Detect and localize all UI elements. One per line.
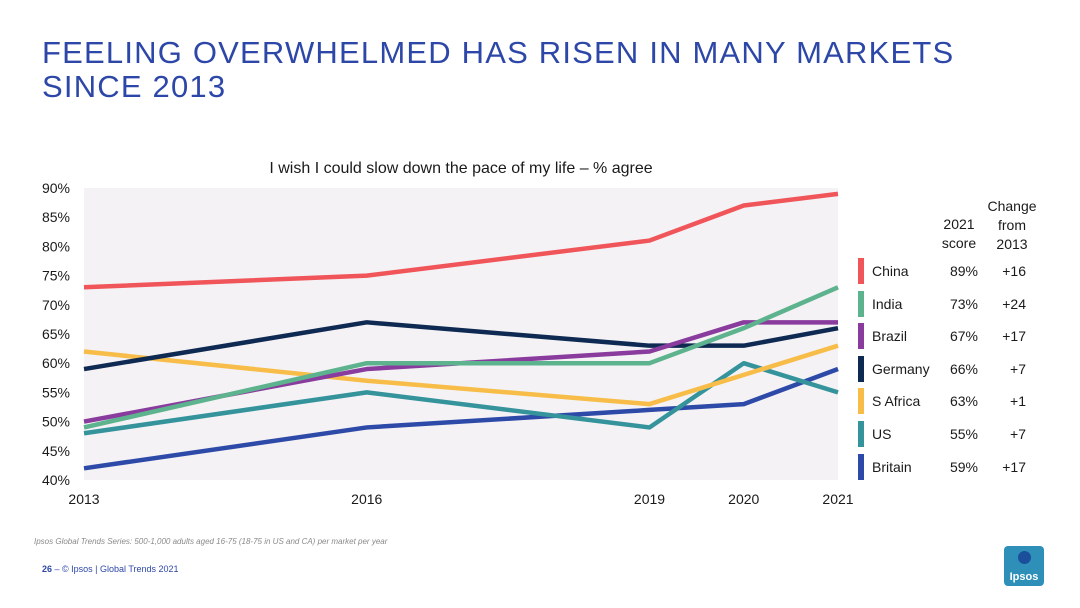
legend-swatch [858,258,864,284]
legend-row-india: India 73% +24 [856,290,1056,317]
legend-country: India [872,295,903,312]
legend-change: +7 [1010,426,1026,442]
footer-text: © Ipsos | Global Trends 2021 [62,564,179,574]
ipsos-logo: Ipsos [1004,546,1044,586]
legend-score: 67% [949,328,978,345]
y-tick-label: 70% [42,297,70,313]
page-number: 26 [42,564,53,574]
legend-row-britain: Britain 59% +17 [856,453,1056,480]
y-tick-label: 85% [42,209,70,225]
legend-swatch [858,290,864,317]
legend-change: +24 [1002,295,1026,312]
logo-bubble-icon [1018,551,1031,564]
series-line-germany [83,320,839,372]
chart-title: I wish I could slow down the pace of my … [269,160,652,177]
legend-change: +1 [1010,393,1026,410]
legend-header-change-line-3: 2013 [996,236,1028,252]
legend-score: 66% [949,360,978,377]
legend-swatch [858,388,864,415]
y-tick-label: 45% [42,443,70,459]
series-line-us [83,360,839,436]
legend-header-change: Change from 2013 [982,197,1042,254]
legend-swatch [858,453,864,480]
legend-header-score-line-2: score [941,235,977,251]
legend-change: +16 [1002,263,1026,279]
x-tick-label: 2020 [728,491,759,507]
legend-score: 73% [949,295,978,312]
legend-country: China [872,263,909,279]
legend-row-germany: Germany 66% +7 [856,355,1056,382]
legend-swatch [858,421,864,447]
legend-header-change-line-1: Change [987,198,1037,214]
legend-change: +7 [1010,360,1026,377]
footer-separator: – [52,564,63,574]
footer: 26 – © Ipsos | Global Trends 2021 [42,564,179,574]
slide-title-line-2: SINCE 2013 [42,69,227,104]
series-line-britain [83,366,839,471]
x-tick-label: 2021 [822,491,853,507]
legend-score: 63% [949,393,978,410]
y-tick-label: 55% [42,384,70,400]
series-line-india [83,285,839,430]
y-tick-label: 60% [42,355,70,371]
legend-swatch [858,323,864,350]
legend-header-score-line-1: 2021 [943,216,975,232]
legend-row-brazil: Brazil 67% +17 [856,323,1056,350]
legend-country: S Africa [872,393,921,410]
y-tick-label: 50% [42,414,70,430]
legend-change: +17 [1002,458,1026,475]
legend-score: 89% [949,263,978,279]
y-tick-label: 80% [42,238,70,254]
series-line-china [83,191,839,290]
legend-swatch [858,355,864,382]
legend-score: 59% [949,458,978,475]
legend-row-china: China 89% +16 [856,258,1056,284]
y-tick-label: 65% [42,326,70,342]
legend-header-change-line-2: from [998,217,1026,233]
legend-score: 55% [949,426,978,442]
source-note: Ipsos Global Trends Series: 500-1,000 ad… [34,537,388,546]
legend-country: Germany [872,360,930,377]
x-tick-label: 2016 [351,491,382,507]
legend-row-us: US 55% +7 [856,421,1056,447]
legend-row-s-africa: S Africa 63% +1 [856,388,1056,415]
y-tick-label: 90% [42,180,70,196]
slide-title-line-1: FEELING OVERWHELMED HAS RISEN IN MANY MA… [42,35,955,70]
legend-country: US [872,426,892,442]
x-tick-label: 2013 [68,491,99,507]
x-tick-label: 2019 [634,491,665,507]
slide-title: FEELING OVERWHELMED HAS RISEN IN MANY MA… [42,36,1022,104]
legend-header-score: 2021 score [934,215,984,253]
legend-country: Brazil [872,328,908,345]
legend-change: +17 [1002,328,1026,345]
logo-text: Ipsos [1009,571,1039,583]
y-tick-label: 40% [42,472,70,488]
y-tick-label: 75% [42,268,70,284]
series-line-s-africa [83,343,839,407]
legend-country: Britain [872,458,912,475]
